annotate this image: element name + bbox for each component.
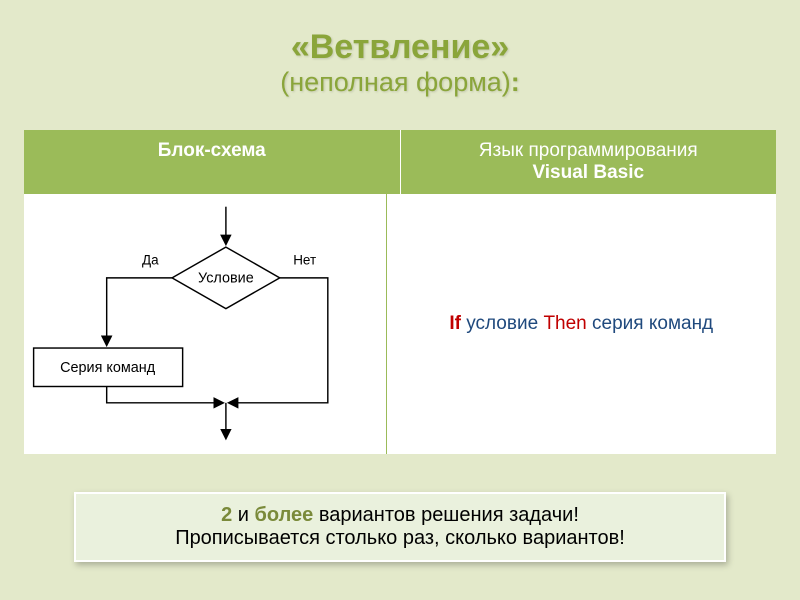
title-sub-text: (неполная форма) — [280, 67, 511, 97]
callout-line1: 2 и более вариантов решения задачи! — [88, 504, 712, 527]
title-sub: (неполная форма): — [0, 67, 800, 98]
label-yes: Да — [142, 252, 159, 267]
th-flowchart-label: Блок-схема — [158, 140, 266, 161]
code-then: Then — [543, 313, 586, 334]
callout-box: 2 и более вариантов решения задачи! Проп… — [74, 492, 726, 562]
callout-strong2: более — [255, 504, 314, 526]
cell-flowchart: Условие Да Нет Серия команд — [24, 194, 387, 454]
flowchart-svg: Условие Да Нет Серия команд — [24, 194, 386, 454]
code-line: If условие Then серия команд — [449, 313, 713, 335]
label-condition: Условие — [198, 271, 254, 287]
callout-line2: Прописывается столько раз, сколько вариа… — [88, 527, 712, 550]
th-language-line2: Visual Basic — [532, 162, 644, 183]
table-header: Блок-схема Язык программирования Visual … — [24, 130, 776, 194]
callout-text1: и — [232, 504, 254, 526]
title-colon: : — [511, 67, 520, 97]
label-series: Серия команд — [60, 360, 156, 376]
title-main: «Ветвление» — [0, 28, 800, 67]
code-if: If — [449, 313, 461, 334]
code-cond: условие — [466, 313, 538, 334]
code-series: серия команд — [592, 313, 713, 334]
label-no: Нет — [293, 252, 316, 267]
th-flowchart: Блок-схема — [24, 130, 401, 194]
comparison-table: Блок-схема Язык программирования Visual … — [24, 130, 776, 454]
th-language-line1: Язык программирования — [479, 140, 698, 161]
title-block: «Ветвление» (неполная форма): — [0, 0, 800, 110]
callout-strong1: 2 — [221, 504, 232, 526]
table-body: Условие Да Нет Серия команд If — [24, 194, 776, 454]
cell-code: If условие Then серия команд — [387, 194, 777, 454]
callout-text2: вариантов решения задачи! — [313, 504, 579, 526]
th-language: Язык программирования Visual Basic — [401, 130, 777, 194]
